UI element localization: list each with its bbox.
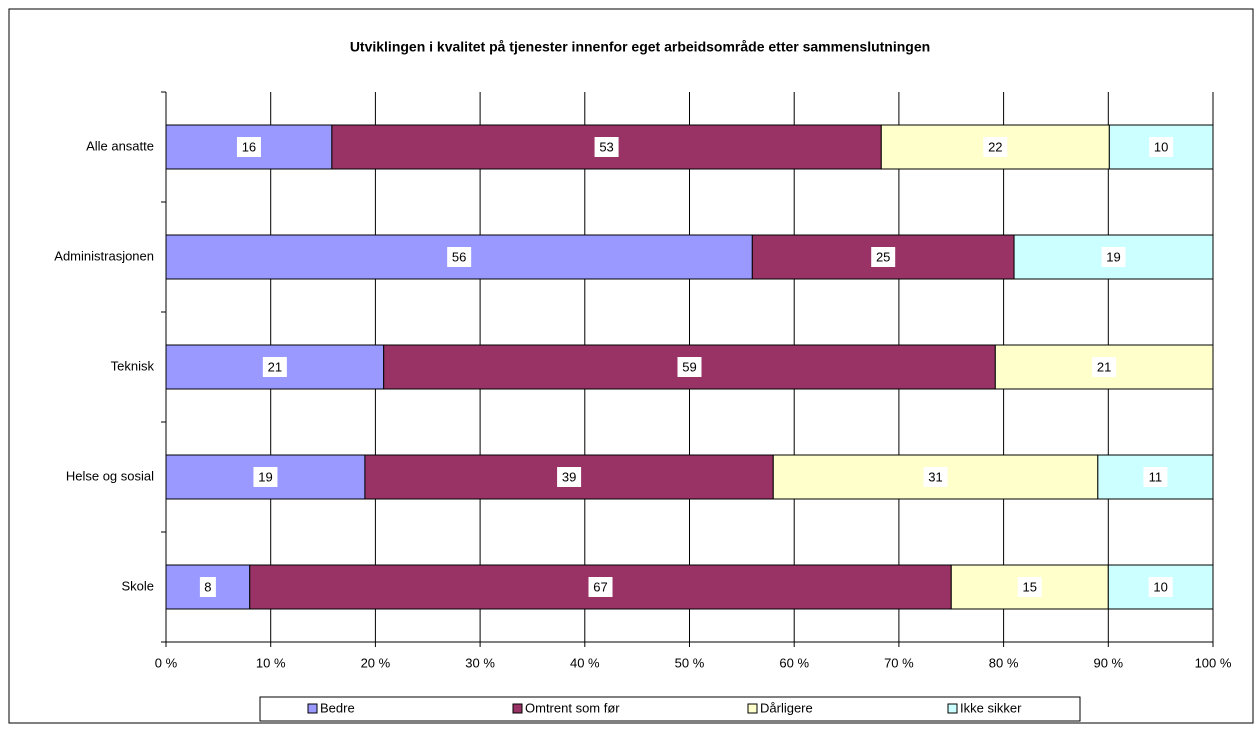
data-label-box — [588, 577, 613, 597]
data-label: 31 — [928, 469, 942, 484]
data-label-box — [923, 467, 948, 487]
data-label: 22 — [988, 139, 1002, 154]
x-tick-label: 100 % — [1195, 655, 1232, 670]
chart-title: Utviklingen i kvalitet på tjenester inne… — [350, 39, 930, 55]
data-label-box — [594, 137, 619, 157]
legend-box — [259, 696, 1081, 722]
data-label: 10 — [1153, 579, 1167, 594]
data-label-box — [1101, 247, 1126, 267]
data-label-box — [447, 247, 472, 267]
data-label: 10 — [1154, 139, 1168, 154]
data-label: 59 — [682, 359, 696, 374]
x-tick-label: 40 % — [570, 655, 600, 670]
data-label: 15 — [1023, 579, 1037, 594]
data-label-box — [677, 357, 702, 377]
data-label-box — [253, 467, 278, 487]
data-label: 19 — [258, 469, 272, 484]
data-label-box — [1017, 577, 1042, 597]
y-tick-label: Helse og sosial — [66, 468, 154, 483]
y-tick-label: Teknisk — [111, 358, 155, 373]
x-tick-label: 0 % — [155, 655, 178, 670]
legend-swatch — [512, 703, 523, 714]
legend-swatch — [307, 703, 318, 714]
data-label: 21 — [1097, 359, 1111, 374]
legend-swatch — [747, 703, 758, 714]
y-tick-label: Administrasjonen — [54, 248, 154, 263]
data-label-box — [1092, 357, 1117, 377]
legend-swatch — [947, 703, 958, 714]
x-tick-label: 30 % — [465, 655, 495, 670]
data-label-box — [199, 577, 216, 597]
y-tick-label: Alle ansatte — [86, 138, 154, 153]
legend-label: Omtrent som før — [525, 700, 620, 715]
data-label-box — [983, 137, 1008, 157]
bar-segment — [249, 564, 952, 610]
legend-label: Dårligere — [760, 700, 813, 715]
data-label: 8 — [204, 579, 211, 594]
x-tick-label: 20 % — [361, 655, 391, 670]
data-label: 25 — [876, 249, 890, 264]
data-label: 19 — [1106, 249, 1120, 264]
x-tick-label: 10 % — [256, 655, 286, 670]
data-label: 16 — [242, 139, 256, 154]
data-label-box — [1143, 467, 1168, 487]
x-tick-label: 90 % — [1093, 655, 1123, 670]
data-label-box — [1149, 137, 1174, 157]
legend-label: Ikke sikker — [960, 700, 1022, 715]
x-tick-label: 80 % — [989, 655, 1019, 670]
data-label: 56 — [452, 249, 466, 264]
data-label-box — [871, 247, 896, 267]
legend-label: Bedre — [320, 700, 355, 715]
data-label: 53 — [599, 139, 613, 154]
data-label: 39 — [562, 469, 576, 484]
data-label-box — [1148, 577, 1173, 597]
data-label: 67 — [593, 579, 607, 594]
data-label-box — [557, 467, 582, 487]
data-label: 21 — [268, 359, 282, 374]
data-label: 11 — [1149, 469, 1163, 484]
data-label-box — [236, 137, 261, 157]
y-tick-label: Skole — [121, 578, 154, 593]
data-label-box — [262, 357, 287, 377]
x-tick-label: 50 % — [675, 655, 705, 670]
x-tick-label: 60 % — [779, 655, 809, 670]
x-tick-label: 70 % — [884, 655, 914, 670]
